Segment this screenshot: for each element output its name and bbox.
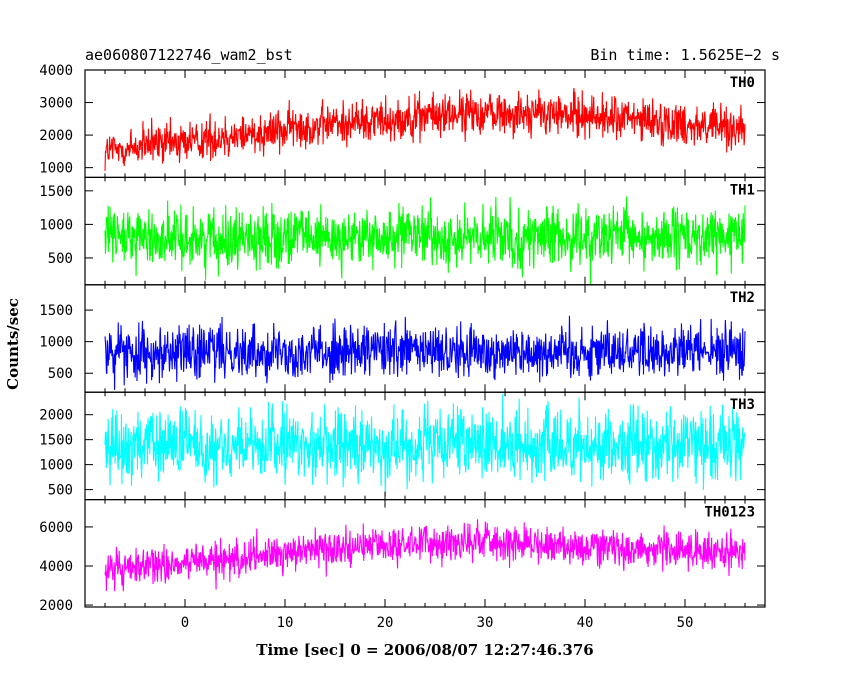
x-tick-label: 50 xyxy=(677,615,694,631)
panel-label: TH0 xyxy=(730,75,755,91)
bin-time-label: Bin time: 1.5625E−2 s xyxy=(590,46,780,64)
x-axis-label: Time [sec] 0 = 2006/08/07 12:27:46.376 xyxy=(256,641,593,659)
panel-th1: 500 1000 1500 TH1 xyxy=(39,176,766,286)
y-tick-label: 4000 xyxy=(39,559,73,575)
y-axis-label: Counts/sec xyxy=(4,298,22,390)
y-tick-label: 4000 xyxy=(39,63,73,79)
panel-label: TH0123 xyxy=(704,505,755,521)
series-line-th0123 xyxy=(104,519,746,592)
y-tick-label: 2000 xyxy=(39,408,73,424)
panel-label: TH3 xyxy=(730,397,755,413)
y-tick-label: 1500 xyxy=(39,184,73,200)
panel-label: TH2 xyxy=(730,290,755,306)
y-tick-label: 500 xyxy=(48,366,73,382)
y-tick-label: 2000 xyxy=(39,598,73,614)
y-tick-label: 6000 xyxy=(39,520,73,536)
x-tick-label: 20 xyxy=(377,615,394,631)
x-tick-label: 10 xyxy=(277,615,294,631)
y-tick-label: 2000 xyxy=(39,128,73,144)
y-tick-label: 1000 xyxy=(39,458,73,474)
series-line-th1 xyxy=(104,196,746,285)
y-tick-label: 500 xyxy=(48,483,73,499)
series-line-th3 xyxy=(104,393,746,497)
y-tick-label: 1000 xyxy=(39,335,73,351)
panel-th0: 1000 2000 3000 4000 TH0 xyxy=(39,63,766,179)
panel-th2: 500 1000 1500 TH2 xyxy=(39,284,766,393)
panel-th0123: 2000 4000 6000 TH0123 xyxy=(39,499,766,614)
y-tick-label: 1500 xyxy=(39,433,73,449)
y-tick-label: 3000 xyxy=(39,96,73,112)
chart-title: ae060807122746_wam2_bst xyxy=(85,46,293,64)
x-tick-label: 0 xyxy=(181,615,189,631)
x-tick-label: 30 xyxy=(477,615,494,631)
x-tick-label: 40 xyxy=(577,615,594,631)
y-tick-label: 500 xyxy=(48,251,73,267)
y-tick-label: 1000 xyxy=(39,217,73,233)
panel-th3: 500 1000 1500 2000 TH3 xyxy=(39,391,766,501)
series-line-th2 xyxy=(104,315,746,390)
y-tick-label: 1500 xyxy=(39,303,73,319)
panel-label: TH1 xyxy=(730,182,755,198)
y-tick-label: 1000 xyxy=(39,161,73,177)
series-line-th0 xyxy=(104,88,746,171)
